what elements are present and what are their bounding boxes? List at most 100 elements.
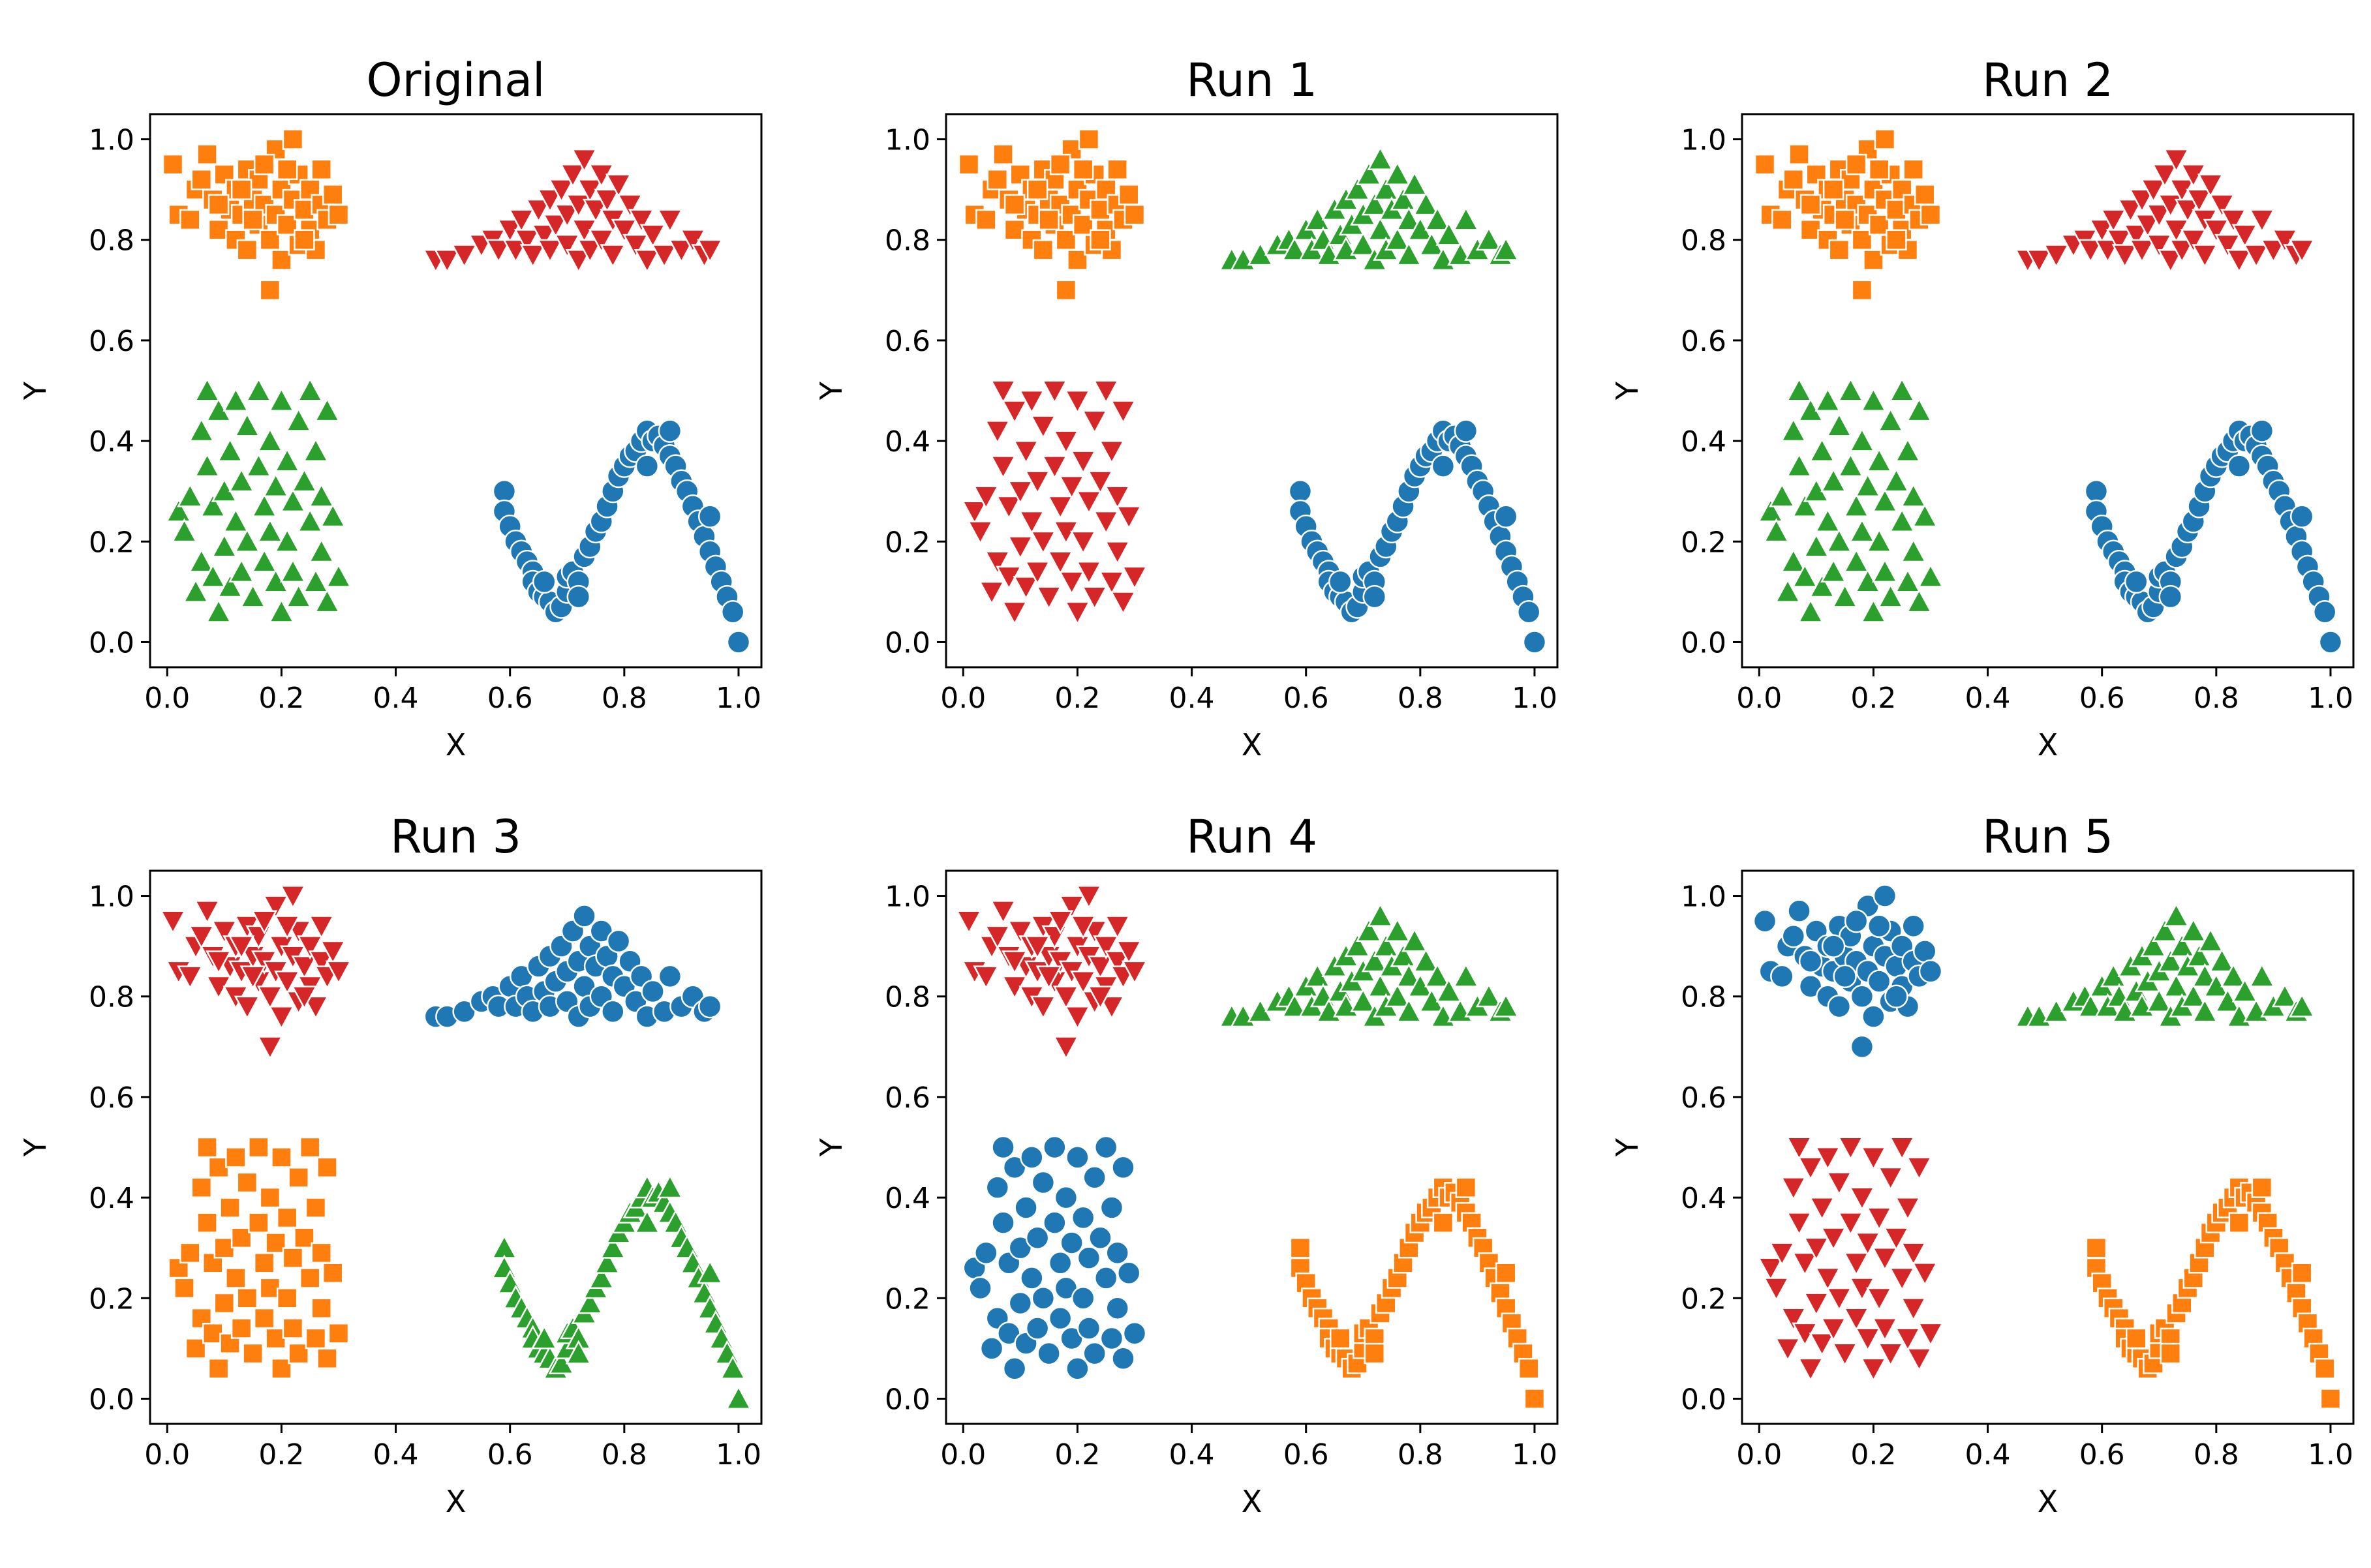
scatter-point xyxy=(1837,453,1864,477)
scatter-point xyxy=(299,1267,321,1289)
scatter-point xyxy=(1031,1170,1056,1195)
x-tick-label: 0.8 xyxy=(2194,1438,2239,1471)
scatter-point xyxy=(536,188,564,213)
scatter-point xyxy=(2289,239,2316,264)
scatter-point xyxy=(291,468,318,492)
scatter-point xyxy=(305,1327,327,1349)
scatter-point xyxy=(251,910,278,935)
x-tick-label: 0.4 xyxy=(373,1438,419,1471)
scatter-point xyxy=(1782,168,1805,190)
scatter-point xyxy=(285,583,312,608)
scatter-point xyxy=(2111,244,2138,269)
scatter-point xyxy=(958,153,980,175)
scatter-point xyxy=(162,153,184,175)
x-tick-label: 0.0 xyxy=(1736,682,1782,715)
scatter-point xyxy=(2289,504,2314,528)
scatter-point xyxy=(1001,950,1028,975)
scatter-point xyxy=(276,1207,298,1229)
scatter-point xyxy=(1031,1286,1056,1310)
scatter-point xyxy=(1048,1306,1073,1331)
axes-frame xyxy=(945,869,1559,1425)
scatter-point xyxy=(1770,964,1794,989)
scatter-point xyxy=(1030,995,1056,1020)
scatter-point xyxy=(635,454,660,478)
x-tick-label: 0.6 xyxy=(487,1438,533,1471)
scatter-point xyxy=(2163,972,2190,997)
scatter-point xyxy=(975,209,997,231)
x-tick-label: 1.0 xyxy=(716,1438,761,1471)
scatter-point xyxy=(1047,495,1074,520)
scatter-point xyxy=(1860,387,1887,412)
scatter-point xyxy=(308,915,335,940)
scatter-point xyxy=(276,1288,298,1309)
scatter-point xyxy=(1851,279,1873,301)
scatter-point xyxy=(1064,601,1091,626)
scatter-point xyxy=(291,986,318,1010)
scatter-point xyxy=(1906,588,1933,613)
scatter-point xyxy=(1516,599,1541,624)
scatter-point xyxy=(720,599,745,624)
axes-frame xyxy=(945,113,1559,669)
y-tick-label: 0.2 xyxy=(89,1282,134,1316)
scatter-point xyxy=(271,249,292,271)
scatter-point xyxy=(1070,530,1097,555)
scatter-point xyxy=(228,935,255,960)
scatter-point xyxy=(1884,984,1908,1008)
scatter-point xyxy=(1041,380,1068,404)
scatter-point xyxy=(259,1186,281,1209)
x-tick-label: 1.0 xyxy=(1512,682,1557,715)
scatter-point xyxy=(299,179,321,200)
scatter-point xyxy=(726,630,751,654)
scatter-point xyxy=(532,569,557,594)
scatter-point xyxy=(308,538,335,563)
scatter-point xyxy=(302,568,329,593)
scatter-point xyxy=(320,940,346,965)
scatter-point xyxy=(2163,902,2190,927)
scatter-point xyxy=(1111,1155,1135,1180)
scatter-point xyxy=(1043,1211,1067,1235)
scatter-point xyxy=(1087,955,1114,980)
scatter-point xyxy=(1104,485,1131,510)
y-tick-label: 0.2 xyxy=(885,1282,930,1316)
scatter-point xyxy=(1094,1266,1118,1290)
scatter-point xyxy=(179,209,201,231)
scatter-point xyxy=(1081,410,1108,434)
scatter-point xyxy=(1071,1286,1095,1310)
scatter-point xyxy=(1384,917,1411,942)
scatter-point xyxy=(1754,153,1776,175)
scatter-point xyxy=(268,598,295,623)
scatter-point xyxy=(1454,419,1478,443)
scatter-point xyxy=(1843,548,1870,573)
scatter-point xyxy=(253,153,275,175)
scatter-point xyxy=(1077,1246,1101,1270)
scatter-point xyxy=(519,244,546,269)
scatter-point xyxy=(1851,229,1873,250)
scatter-point xyxy=(222,507,249,532)
y-tick-label: 0.2 xyxy=(1681,1282,1726,1316)
scatter-point xyxy=(1848,518,1875,543)
x-axis-label: X xyxy=(446,1484,467,1519)
scatter-point xyxy=(967,520,994,545)
scatter-point xyxy=(1837,377,1864,402)
scatter-point xyxy=(1522,630,1547,654)
x-tick-label: 0.6 xyxy=(1283,1438,1329,1471)
scatter-point xyxy=(211,533,237,558)
scatter-point xyxy=(1058,475,1085,500)
scatter-point xyxy=(2291,1262,2313,1284)
scatter-point xyxy=(720,1355,746,1380)
x-tick-label: 0.6 xyxy=(487,682,533,715)
scatter-point xyxy=(1002,1356,1027,1381)
scatter-point xyxy=(239,965,266,990)
scatter-point xyxy=(302,995,329,1020)
scatter-point xyxy=(325,563,352,588)
scatter-point xyxy=(1058,571,1085,596)
y-tick-label: 1.0 xyxy=(885,124,930,157)
scatter-point xyxy=(191,1177,213,1198)
scatter-point xyxy=(1047,550,1074,575)
scatter-point xyxy=(2163,148,2190,173)
scatter-point xyxy=(1071,1205,1095,1230)
axes-frame xyxy=(1741,869,2355,1425)
scatter-point xyxy=(1822,179,1844,200)
scatter-point xyxy=(274,528,301,552)
scatter-point xyxy=(605,173,632,198)
